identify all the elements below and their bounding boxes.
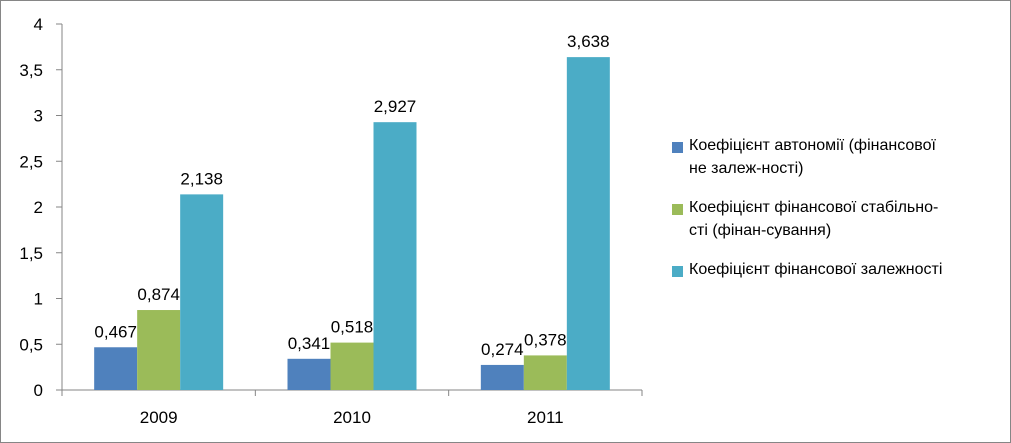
x-category-label: 2009 xyxy=(140,408,178,427)
legend-item: Коефіцієнт автономії (фінансової не залеж… xyxy=(672,134,1002,180)
y-tick-label: 2,5 xyxy=(19,152,43,171)
data-label: 0,874 xyxy=(137,285,180,304)
y-tick-label: 3 xyxy=(34,107,43,126)
bar-2009-series-1 xyxy=(94,347,138,390)
y-tick-label: 1,5 xyxy=(19,244,43,263)
y-tick-label: 1 xyxy=(34,290,43,309)
bar-2010-series-2 xyxy=(330,342,374,390)
legend-swatch xyxy=(672,142,683,153)
data-label: 0,518 xyxy=(331,318,374,337)
data-label: 2,927 xyxy=(374,97,417,116)
legend-label: Коефіцієнт фінансової стабільно- xyxy=(689,199,939,216)
legend-label: сті (фінан-сування) xyxy=(689,222,832,239)
bar-2010-series-3 xyxy=(373,122,417,390)
bar-2011-series-3 xyxy=(566,57,610,391)
legend-item: Коефіцієнт фінансової стабільно-сті (фін… xyxy=(672,196,1002,242)
bar-2011-series-1 xyxy=(480,364,524,390)
data-label: 0,274 xyxy=(481,340,524,359)
legend-swatch xyxy=(672,266,683,277)
data-label: 0,467 xyxy=(94,322,137,341)
legend-label: Коефіцієнт автономії (фінансової xyxy=(689,137,936,154)
y-tick-label: 0,5 xyxy=(19,335,43,354)
bar-2009-series-3 xyxy=(180,194,224,390)
bar-2011-series-2 xyxy=(523,355,567,390)
legend-swatch xyxy=(672,204,683,215)
y-tick-label: 4 xyxy=(34,15,43,34)
data-label: 0,378 xyxy=(524,330,567,349)
legend-item: Коефіцієнт фінансової залежності xyxy=(672,258,1002,281)
data-label: 3,638 xyxy=(567,32,610,51)
y-tick-label: 2 xyxy=(34,198,43,217)
bar-2010-series-1 xyxy=(287,358,331,390)
y-tick-label: 3,5 xyxy=(19,61,43,80)
data-label: 0,341 xyxy=(288,334,331,353)
data-label: 2,138 xyxy=(180,169,223,188)
bar-2009-series-2 xyxy=(137,310,181,390)
y-tick-label: 0 xyxy=(34,381,43,400)
legend-label: Коефіцієнт фінансової залежності xyxy=(689,261,943,278)
x-category-label: 2010 xyxy=(333,408,371,427)
legend-label: не залеж-ності) xyxy=(689,160,804,177)
chart-legend: Коефіцієнт автономії (фінансової не залеж… xyxy=(672,134,1002,297)
x-category-label: 2011 xyxy=(527,408,564,427)
